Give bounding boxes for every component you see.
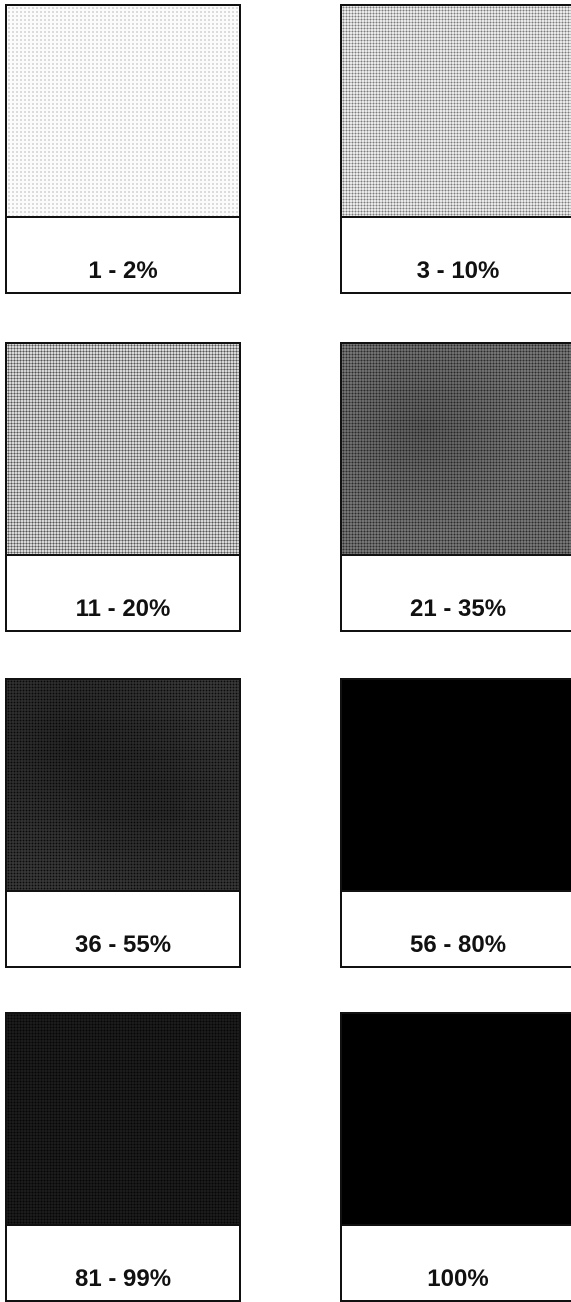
swatch-card-3-10-percent: 3 - 10% bbox=[340, 4, 571, 294]
swatch-label-21-35-percent: 21 - 35% bbox=[342, 588, 571, 630]
swatch-fill-100-percent bbox=[342, 1014, 571, 1226]
swatch-fill-81-99-percent bbox=[7, 1014, 239, 1226]
swatch-label-81-99-percent: 81 - 99% bbox=[7, 1258, 239, 1300]
swatch-label-100-percent: 100% bbox=[342, 1258, 571, 1300]
swatch-fill-56-80-percent bbox=[342, 680, 571, 892]
swatch-fill-1-2-percent bbox=[7, 6, 239, 218]
swatch-card-56-80-percent: 56 - 80% bbox=[340, 678, 571, 968]
swatch-fill-11-20-percent bbox=[7, 344, 239, 556]
swatch-card-11-20-percent: 11 - 20% bbox=[5, 342, 241, 632]
swatch-label-36-55-percent: 36 - 55% bbox=[7, 924, 239, 966]
swatch-label-56-80-percent: 56 - 80% bbox=[342, 924, 571, 966]
swatch-label-3-10-percent: 3 - 10% bbox=[342, 250, 571, 292]
swatch-fill-36-55-percent bbox=[7, 680, 239, 892]
swatch-card-36-55-percent: 36 - 55% bbox=[5, 678, 241, 968]
swatch-card-81-99-percent: 81 - 99% bbox=[5, 1012, 241, 1302]
swatch-fill-21-35-percent bbox=[342, 344, 571, 556]
swatch-card-100-percent: 100% bbox=[340, 1012, 571, 1302]
swatch-label-11-20-percent: 11 - 20% bbox=[7, 588, 239, 630]
swatch-card-1-2-percent: 1 - 2% bbox=[5, 4, 241, 294]
swatch-label-1-2-percent: 1 - 2% bbox=[7, 250, 239, 292]
swatch-card-21-35-percent: 21 - 35% bbox=[340, 342, 571, 632]
swatch-fill-3-10-percent bbox=[342, 6, 571, 218]
